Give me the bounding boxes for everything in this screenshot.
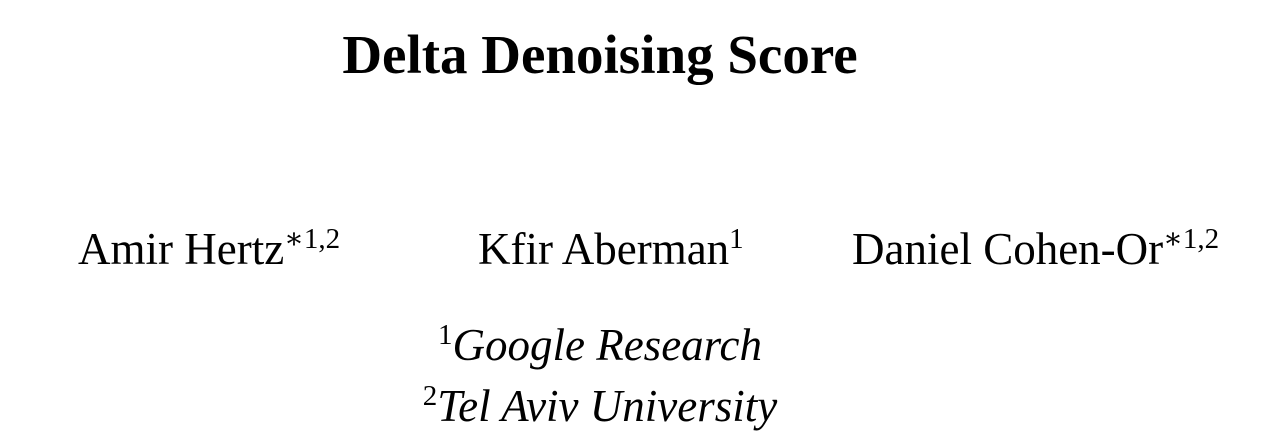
author-affiliation-marks: ∗1,2 (1163, 223, 1220, 255)
author-name: Amir Hertz (78, 224, 285, 274)
affiliation-tel-aviv-university: 2Tel Aviv University (0, 379, 1200, 440)
affiliation-name: Tel Aviv University (437, 381, 778, 431)
paper-title: Delta Denoising Score (342, 24, 858, 85)
author-affiliation-marks: 1 (729, 223, 744, 255)
affiliation-google-research: 1Google Research (0, 318, 1200, 379)
author-amir-hertz: Amir Hertz∗1,2 (78, 222, 340, 276)
affiliation-name: Google Research (452, 320, 763, 370)
affiliations-block: 1Google Research 2Tel Aviv University (0, 318, 1200, 440)
affiliation-mark: 2 (422, 380, 438, 412)
author-name: Kfir Aberman (478, 224, 730, 274)
affiliation-mark: 1 (438, 319, 453, 351)
author-name: Daniel Cohen-Or (852, 224, 1164, 274)
author-affiliation-marks: ∗1,2 (284, 223, 341, 255)
author-kfir-aberman: Kfir Aberman1 (478, 222, 744, 276)
author-daniel-cohen-or: Daniel Cohen-Or∗1,2 (852, 222, 1219, 276)
